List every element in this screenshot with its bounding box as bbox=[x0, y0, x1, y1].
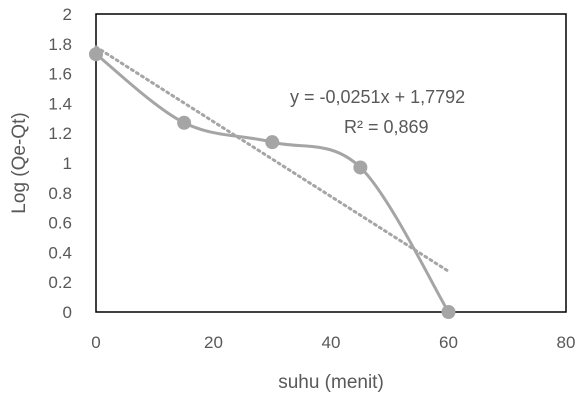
y-axis-label: Log (Qe-Qt) bbox=[9, 112, 30, 213]
x-axis-label: suhu (menit) bbox=[278, 372, 384, 393]
y-tick-label: 2 bbox=[63, 5, 72, 24]
y-tick-label: 1.6 bbox=[48, 65, 72, 84]
trendline-r2: R² = 0,869 bbox=[344, 117, 429, 137]
x-tick-labels: 0 20 40 60 80 bbox=[91, 333, 575, 352]
data-point bbox=[441, 305, 456, 319]
trendline-equation: y = -0,0251x + 1,7792 bbox=[290, 87, 465, 107]
x-tick-label: 0 bbox=[91, 333, 100, 352]
x-tick-label: 60 bbox=[439, 333, 458, 352]
y-tick-label: 0.6 bbox=[48, 214, 72, 233]
y-tick-label: 1.8 bbox=[48, 35, 72, 54]
data-point bbox=[353, 160, 368, 175]
y-tick-label: 0.2 bbox=[48, 273, 72, 292]
y-tick-label: 0.4 bbox=[48, 243, 72, 262]
plot-area-border bbox=[95, 13, 567, 313]
y-tick-label: 0.8 bbox=[48, 184, 72, 203]
trendline bbox=[94, 45, 450, 273]
y-tick-label: 1 bbox=[63, 154, 72, 173]
data-point bbox=[265, 135, 280, 150]
y-tick-label: 0 bbox=[63, 303, 72, 322]
series-line bbox=[95, 53, 450, 313]
y-tick-label: 1.2 bbox=[48, 124, 72, 143]
x-tick-label: 40 bbox=[322, 333, 341, 352]
data-point bbox=[89, 47, 103, 62]
x-tick-label: 20 bbox=[204, 333, 223, 352]
x-tick-label: 80 bbox=[557, 333, 576, 352]
data-point bbox=[177, 115, 192, 130]
y-tick-labels: 0 0.2 0.4 0.6 0.8 1 1.2 1.4 1.6 1.8 2 bbox=[48, 5, 72, 322]
y-tick-label: 1.4 bbox=[48, 94, 72, 113]
data-points bbox=[89, 47, 456, 319]
